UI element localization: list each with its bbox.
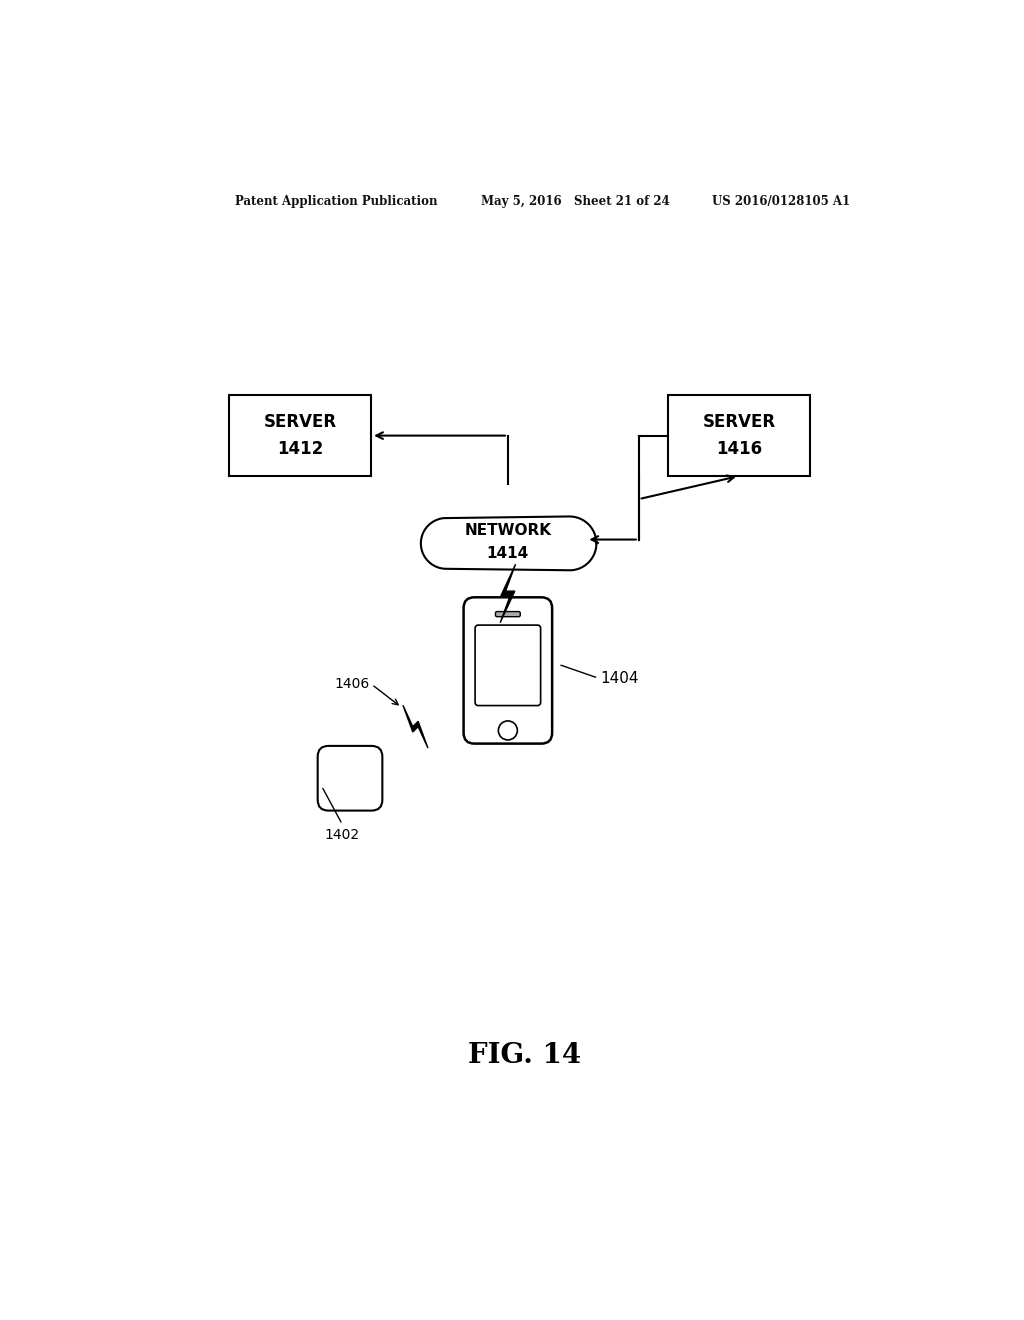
Bar	[228, 395, 371, 477]
FancyBboxPatch shape	[475, 626, 541, 706]
Text: 1406: 1406	[334, 677, 370, 692]
Polygon shape	[543, 516, 596, 570]
Circle shape	[499, 721, 517, 741]
Text: May 5, 2016   Sheet 21 of 24: May 5, 2016 Sheet 21 of 24	[481, 195, 670, 209]
FancyBboxPatch shape	[496, 611, 520, 616]
Polygon shape	[444, 502, 506, 562]
Polygon shape	[508, 499, 572, 564]
Polygon shape	[454, 525, 524, 597]
FancyBboxPatch shape	[464, 598, 552, 743]
FancyBboxPatch shape	[317, 746, 382, 810]
Text: 1416: 1416	[716, 441, 762, 458]
Polygon shape	[403, 705, 428, 748]
Polygon shape	[492, 525, 562, 597]
Polygon shape	[421, 517, 472, 569]
Text: FIG. 14: FIG. 14	[468, 1041, 582, 1069]
Text: 1404: 1404	[601, 671, 639, 685]
Polygon shape	[469, 484, 547, 561]
Bar	[668, 395, 810, 477]
Text: 1402: 1402	[325, 828, 359, 842]
Text: NETWORK: NETWORK	[464, 523, 551, 537]
Text: 1414: 1414	[486, 546, 529, 561]
Text: US 2016/0128105 A1: US 2016/0128105 A1	[712, 195, 850, 209]
Polygon shape	[500, 564, 515, 623]
Text: SERVER: SERVER	[702, 413, 775, 430]
Text: 1412: 1412	[276, 441, 324, 458]
Text: Patent Application Publication: Patent Application Publication	[234, 195, 437, 209]
Text: SERVER: SERVER	[263, 413, 337, 430]
